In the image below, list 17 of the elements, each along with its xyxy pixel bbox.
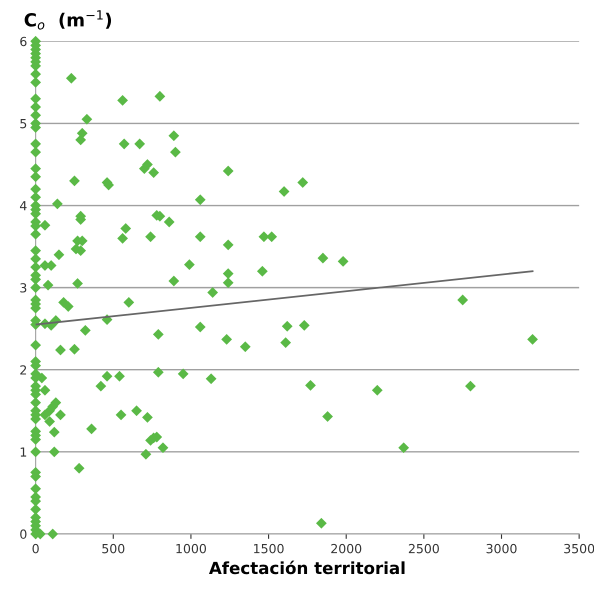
y-tick-label: 3 (20, 283, 26, 293)
y-tick-label: 5 (20, 119, 26, 128)
x-tick-label: 500 (102, 544, 124, 554)
x-tick-label: 1000 (176, 544, 206, 554)
x-tick-label: 3500 (564, 544, 594, 554)
y-tick-label: 2 (20, 365, 26, 374)
y-tick-label: 0 (20, 529, 26, 539)
y-tick-label: 4 (20, 201, 27, 210)
x-tick-label: 3000 (486, 544, 517, 554)
x-tick-label: 2000 (331, 544, 362, 554)
x-tick-label: 0 (32, 544, 39, 554)
chart-title: C$_{o}$ (m$^{−1}$) (24, 10, 112, 30)
x-tick-label: 2500 (408, 544, 439, 554)
y-tick-label: 1 (20, 447, 26, 457)
x-tick-label: 1500 (254, 544, 284, 554)
x-axis-title: Afectación territorial (208, 560, 404, 574)
y-tick-label: 6 (20, 36, 27, 46)
